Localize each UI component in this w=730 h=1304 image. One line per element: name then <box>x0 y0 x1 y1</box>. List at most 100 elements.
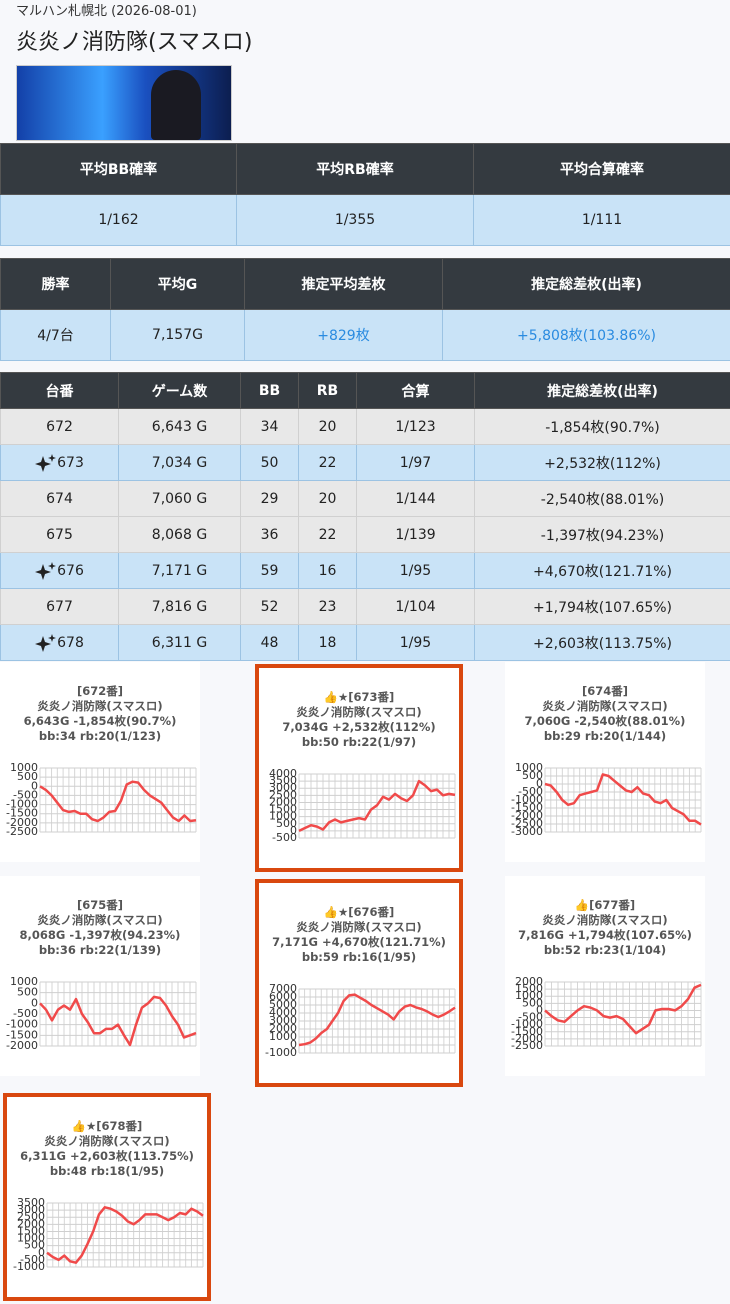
machine-row: 678 6,311 G 48 18 1/95 +2,603枚(113.75%) <box>0 624 730 661</box>
cell: 1/95 <box>356 552 475 589</box>
y-tick-label: 500 <box>24 1239 45 1252</box>
cell-text: 6,643 G <box>151 418 208 435</box>
y-tick-label: -500 <box>13 1007 38 1020</box>
cell-text: 20 <box>318 418 337 435</box>
cell: 20 <box>298 408 357 445</box>
cell-text: 1/123 <box>395 418 436 435</box>
header-row: 台番 ゲーム数 BB RB 合算 推定総差枚(出率) <box>0 372 730 409</box>
y-tick-label: -500 <box>20 1253 45 1266</box>
cell: 1/162 <box>0 194 237 246</box>
cell: 7,060 G <box>118 480 241 517</box>
cell-text: 36 <box>260 526 279 543</box>
y-tick-label: 1000 <box>10 975 38 988</box>
title-line: 炎炎ノ消防隊(スマスロ) <box>37 913 163 927</box>
y-tick-label: -500 <box>518 1011 543 1024</box>
title-line: 7,171G +4,670枚(121.71%) <box>272 935 446 949</box>
y-tick-label: 500 <box>17 770 38 783</box>
y-tick-label: -1000 <box>511 1018 543 1031</box>
machine-row: 673 7,034 G 50 22 1/97 +2,532枚(112%) <box>0 444 730 481</box>
cell: 22 <box>298 444 357 481</box>
cell: 4/7台 <box>0 309 111 361</box>
y-tick-label: 2000 <box>17 1217 45 1230</box>
y-tick-label: 6000 <box>269 990 297 1003</box>
cell: 20 <box>298 480 357 517</box>
chart-title: 👍★[676番] 炎炎ノ消防隊(スマスロ) 7,171G +4,670枚(121.7… <box>259 905 459 965</box>
y-tick-label: 3500 <box>269 774 297 787</box>
data-line <box>39 995 197 1047</box>
y-tick-label: 1000 <box>515 989 543 1002</box>
y-tick-label: 0 <box>290 824 297 837</box>
y-tick-label: 0 <box>536 777 543 790</box>
cell: 34 <box>240 408 299 445</box>
data-line <box>544 773 702 826</box>
title-line: bb:34 rb:20(1/123) <box>38 729 162 743</box>
cell-text: 675 <box>46 526 73 543</box>
y-tick-label: 3500 <box>17 1196 45 1209</box>
chart-title: [674番] 炎炎ノ消防隊(スマスロ) 7,060G -2,540枚(88.01%)… <box>505 684 705 744</box>
cell-text: 59 <box>260 562 279 579</box>
chart-card: 👍[677番] 炎炎ノ消防隊(スマスロ) 7,816G +1,794枚(107.65… <box>505 876 705 1076</box>
y-tick-label: 2500 <box>269 788 297 801</box>
data-line <box>39 780 197 823</box>
title-line: 炎炎ノ消防隊(スマスロ) <box>542 913 668 927</box>
header-cell: 合算 <box>356 372 475 409</box>
cell: +829枚 <box>244 309 443 361</box>
chart-card: [674番] 炎炎ノ消防隊(スマスロ) 7,060G -2,540枚(88.01%)… <box>505 662 705 862</box>
title-line: bb:29 rb:20(1/144) <box>543 729 667 743</box>
chart-card: [672番] 炎炎ノ消防隊(スマスロ) 6,643G -1,854枚(90.7%) b… <box>0 662 200 862</box>
chart-card: 👍★[673番] 炎炎ノ消防隊(スマスロ) 7,034G +2,532枚(112%)… <box>255 664 463 872</box>
cell-text: 8,068 G <box>151 526 208 543</box>
y-tick-label: 1000 <box>515 761 543 774</box>
y-tick-label: -2500 <box>511 817 543 830</box>
cell: 1/144 <box>356 480 475 517</box>
y-tick-label: 2000 <box>515 975 543 988</box>
header-cell: 推定総差枚(出率) <box>442 258 730 310</box>
y-tick-label: 0 <box>31 996 38 1009</box>
cell: 677 <box>0 588 119 625</box>
y-tick-label: -1500 <box>511 801 543 814</box>
cell-text: 22 <box>318 526 337 543</box>
cell-text: 7,171 G <box>151 562 208 579</box>
y-tick-label: 2500 <box>17 1210 45 1223</box>
cell-text: 6,311 G <box>151 634 208 651</box>
cell: 1/97 <box>356 444 475 481</box>
header-cell: RB <box>298 372 357 409</box>
cell: 52 <box>240 588 299 625</box>
cell: +5,808枚(103.86%) <box>442 309 730 361</box>
cell: 1/355 <box>236 194 474 246</box>
title-line: 👍[677番] <box>574 898 636 912</box>
cell-text: +2,532枚(112%) <box>544 455 661 472</box>
cell: 7,157G <box>110 309 245 361</box>
y-tick-label: 4000 <box>269 1006 297 1019</box>
title-line: 6,311G +2,603枚(113.75%) <box>20 1149 194 1163</box>
store-name: マルハン札幌北 (2026-08-01) <box>16 4 197 19</box>
cell-text: 1/95 <box>399 562 432 579</box>
data-line <box>46 1206 204 1264</box>
title-line: 7,816G +1,794枚(107.65%) <box>518 928 692 942</box>
chart-card: 👍★[678番] 炎炎ノ消防隊(スマスロ) 6,311G +2,603枚(113.7… <box>3 1093 211 1301</box>
sparkle-icon <box>35 633 57 652</box>
cell: 29 <box>240 480 299 517</box>
header-cell: ゲーム数 <box>118 372 241 409</box>
y-tick-label: 1000 <box>10 761 38 774</box>
cell-text: 7,034 G <box>151 454 208 471</box>
chart-title: [675番] 炎炎ノ消防隊(スマスロ) 8,068G -1,397枚(94.23%)… <box>0 898 200 958</box>
title-line: 7,060G -2,540枚(88.01%) <box>524 714 686 728</box>
chart-title: 👍★[673番] 炎炎ノ消防隊(スマスロ) 7,034G +2,532枚(112%)… <box>259 690 459 750</box>
cell-text: 16 <box>318 562 337 579</box>
y-tick-label: -1000 <box>6 1018 38 1031</box>
cell-text: 676 <box>57 562 84 579</box>
y-tick-label: -3000 <box>511 825 543 838</box>
cell: 7,171 G <box>118 552 241 589</box>
title-line: 👍★[678番] <box>71 1119 143 1133</box>
title-line: bb:50 rb:22(1/97) <box>301 735 417 749</box>
y-tick-label: -2000 <box>6 1039 38 1052</box>
y-tick-label: 2000 <box>269 795 297 808</box>
cell: 1/139 <box>356 516 475 553</box>
y-tick-label: -1500 <box>6 807 38 820</box>
y-tick-label: -1500 <box>6 1028 38 1041</box>
y-tick-label: 0 <box>290 1038 297 1051</box>
machine-row: 677 7,816 G 52 23 1/104 +1,794枚(107.65%) <box>0 588 730 625</box>
cell: 48 <box>240 624 299 661</box>
